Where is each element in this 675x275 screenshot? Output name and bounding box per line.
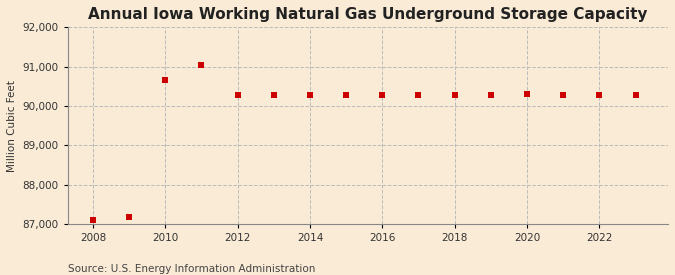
Point <box>124 215 134 219</box>
Point <box>341 93 352 97</box>
Title: Annual Iowa Working Natural Gas Underground Storage Capacity: Annual Iowa Working Natural Gas Undergro… <box>88 7 647 22</box>
Point <box>558 93 568 97</box>
Point <box>160 78 171 82</box>
Point <box>450 93 460 97</box>
Point <box>269 93 279 97</box>
Point <box>485 93 496 97</box>
Point <box>630 93 641 97</box>
Text: Source: U.S. Energy Information Administration: Source: U.S. Energy Information Administ… <box>68 264 315 274</box>
Point <box>594 93 605 97</box>
Point <box>232 93 243 97</box>
Point <box>304 93 315 97</box>
Point <box>377 93 387 97</box>
Point <box>196 62 207 67</box>
Point <box>413 93 424 97</box>
Y-axis label: Million Cubic Feet: Million Cubic Feet <box>7 80 17 172</box>
Point <box>88 218 99 222</box>
Point <box>522 92 533 97</box>
